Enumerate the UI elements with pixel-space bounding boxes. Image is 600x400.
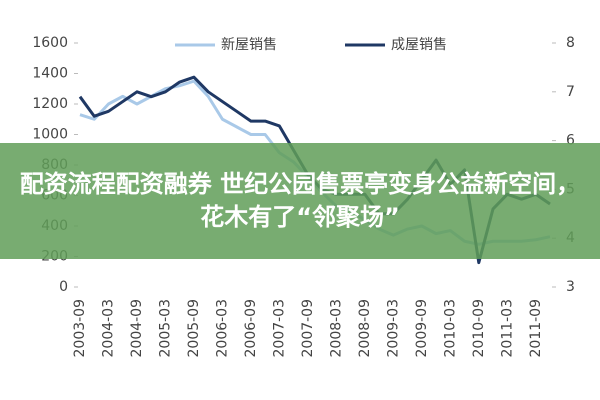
x-tick-label: 2009-03 — [385, 299, 401, 358]
x-tick-label: 2005-03 — [157, 299, 173, 358]
banner: 配资流程配资融券 世纪公园售票亭变身公益新空间，花木有了“邻聚场” — [0, 143, 600, 259]
x-tick-label: 2008-03 — [328, 299, 344, 358]
y2-tick-label: 3 — [566, 279, 575, 295]
x-tick-label: 2010-03 — [442, 299, 458, 358]
x-tick-label: 2006-09 — [243, 299, 259, 358]
y2-tick-label: 8 — [566, 35, 575, 51]
x-tick-label: 2004-03 — [100, 299, 116, 358]
y-tick-label: 0 — [59, 279, 68, 295]
y-tick-label: 1400 — [32, 66, 68, 82]
banner-text: 配资流程配资融券 世纪公园售票亭变身公益新空间，花木有了“邻聚场” — [19, 170, 581, 231]
legend-label: 新屋销售 — [221, 37, 277, 53]
y-tick-label: 1600 — [32, 35, 68, 51]
y2-tick-label: 7 — [566, 84, 575, 100]
y-tick-label: 1000 — [32, 127, 68, 143]
x-tick-label: 2003-09 — [72, 299, 88, 358]
legend-label: 成屋销售 — [391, 37, 447, 53]
x-tick-label: 2007-03 — [271, 299, 287, 358]
y2-tick-label: 6 — [566, 133, 575, 149]
x-tick-label: 2007-09 — [300, 299, 316, 358]
x-tick-label: 2011-03 — [499, 299, 515, 358]
x-tick-label: 2005-09 — [186, 299, 202, 358]
x-tick-label: 2008-09 — [357, 299, 373, 358]
x-tick-label: 2004-09 — [129, 299, 145, 358]
y-tick-label: 1200 — [32, 96, 68, 112]
x-tick-label: 2009-09 — [414, 299, 430, 358]
x-tick-label: 2006-03 — [214, 299, 230, 358]
x-tick-label: 2010-09 — [471, 299, 487, 358]
x-tick-label: 2011-09 — [528, 299, 544, 358]
